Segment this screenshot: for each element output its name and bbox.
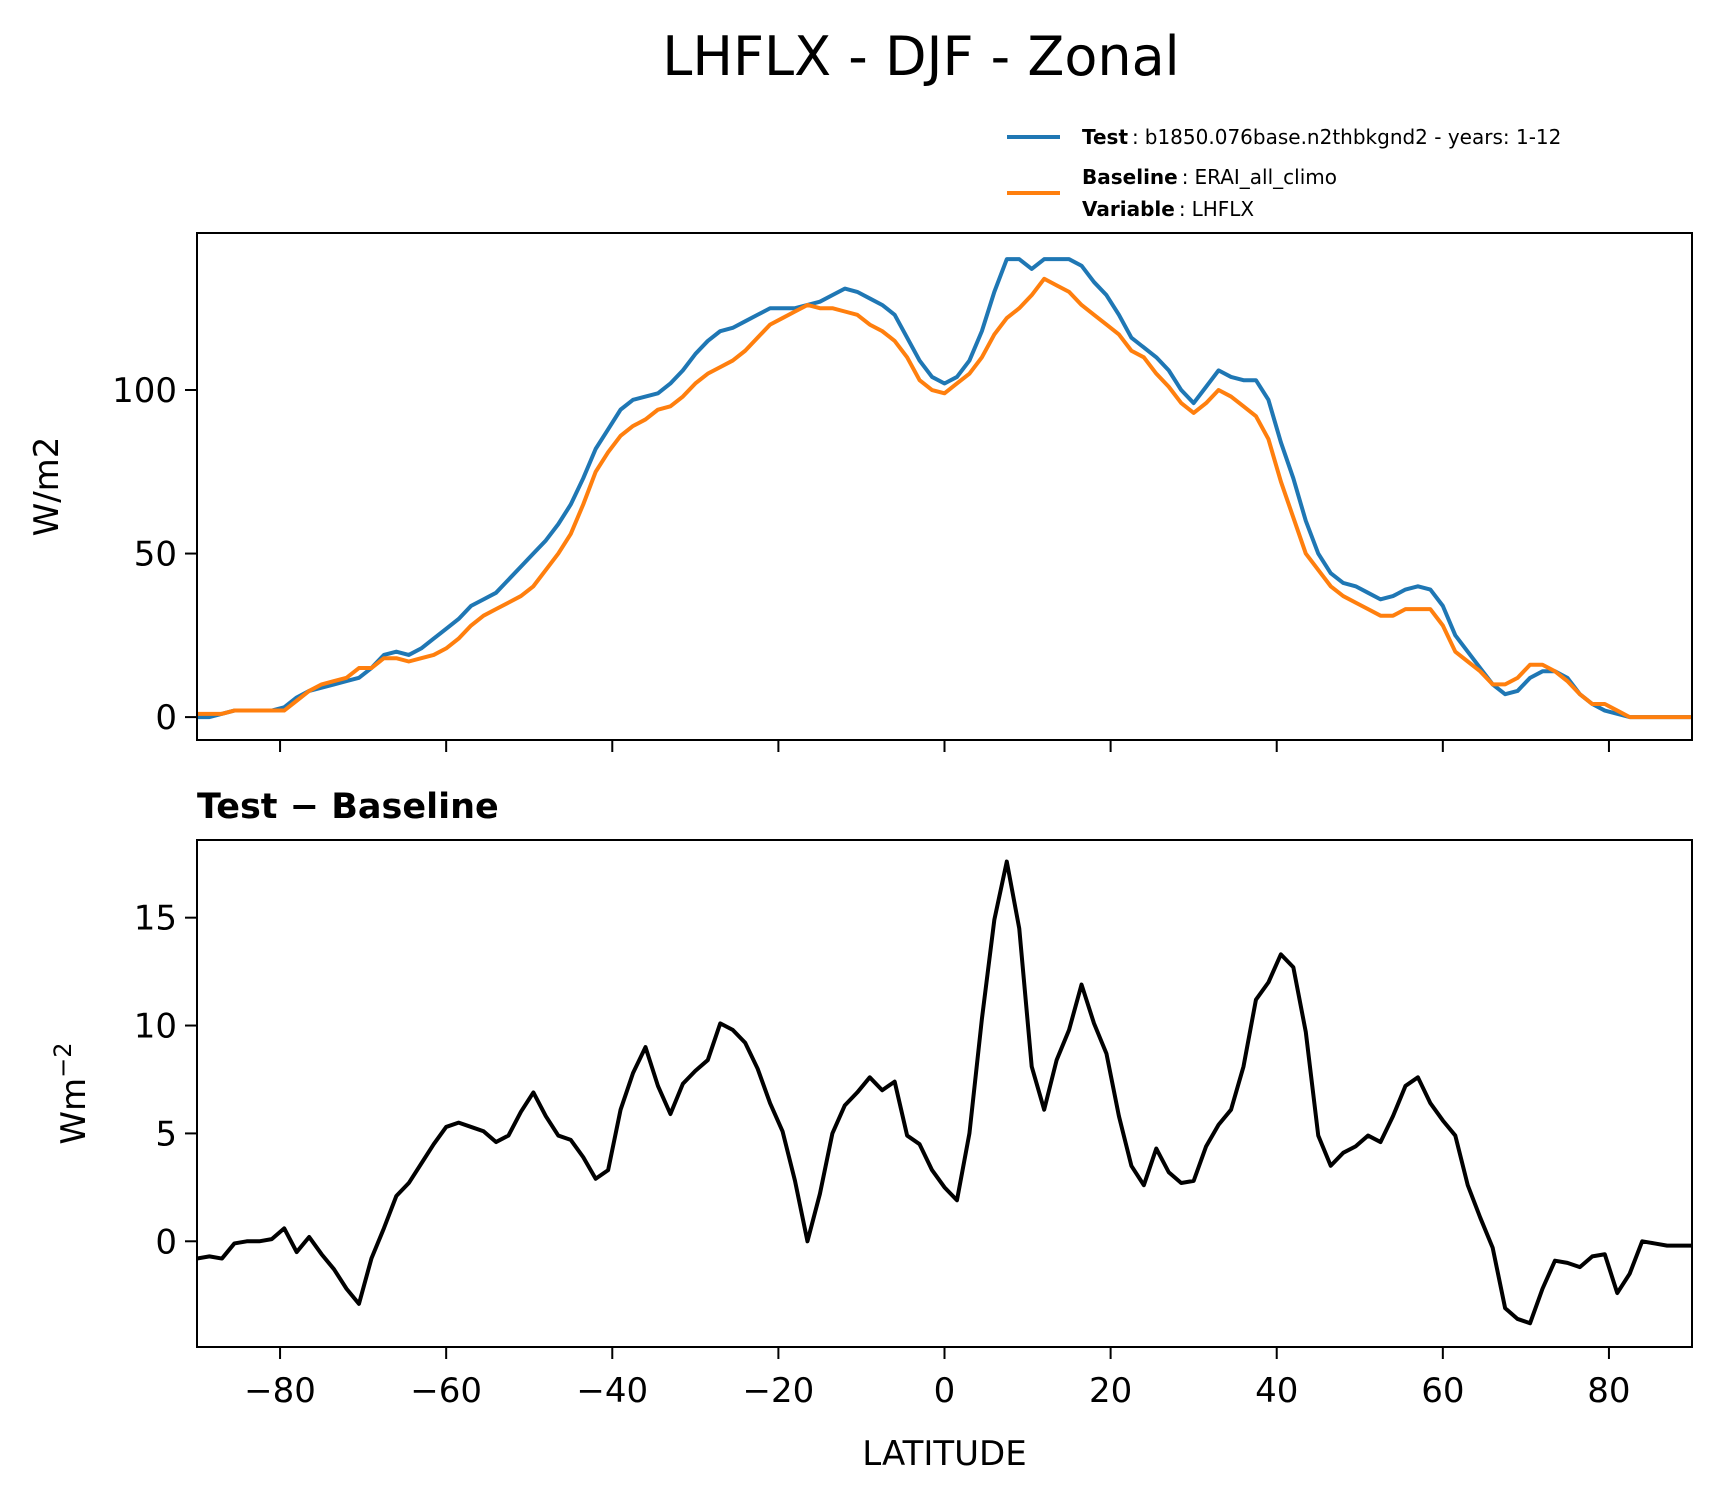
legend-variable-text: LHFLX xyxy=(1192,197,1255,221)
series-line-difference xyxy=(197,859,1692,1326)
y-tick-label: 50 xyxy=(134,535,177,575)
x-tick-label: −20 xyxy=(743,1371,815,1411)
y-axis-label: W/m2 xyxy=(27,437,67,537)
x-tick-label: 40 xyxy=(1255,1371,1298,1411)
x-tick-label: 0 xyxy=(934,1371,956,1411)
x-tick-label: 20 xyxy=(1089,1371,1132,1411)
y-tick-label: 15 xyxy=(134,899,177,939)
x-tick-label: 60 xyxy=(1421,1371,1464,1411)
y-tick-label: 100 xyxy=(112,371,177,411)
top-panel: 0 50 100 W/m2 xyxy=(27,232,1693,752)
legend: Test: b1850.076base.n2thbkgnd2 - years: 1… xyxy=(1007,125,1561,221)
x-tick-label: −80 xyxy=(244,1371,316,1411)
y-tick-label: 0 xyxy=(155,1222,177,1262)
legend-separator: : xyxy=(1182,165,1189,189)
x-axis-label: LATITUDE xyxy=(862,1434,1026,1474)
x-tick-label: −60 xyxy=(410,1371,482,1411)
legend-baseline-label: Baseline xyxy=(1082,165,1178,189)
y-axis-label: Wm−2 xyxy=(49,1042,94,1144)
legend-separator: : xyxy=(1179,197,1186,221)
y-tick-label: 10 xyxy=(134,1007,177,1047)
y-tick-label: 0 xyxy=(155,698,177,738)
legend-test-text: b1850.076base.n2thbkgnd2 - years: 1-12 xyxy=(1145,125,1562,149)
legend-test-label: Test xyxy=(1082,125,1128,149)
series-line-baseline xyxy=(197,276,1692,720)
figure-title: LHFLX - DJF - Zonal xyxy=(662,25,1179,88)
y-axis-label-superscript: −2 xyxy=(49,1042,77,1077)
y-tick-label: 5 xyxy=(155,1114,177,1154)
legend-variable-entry: Variable: LHFLX xyxy=(1082,197,1254,221)
series-line-test xyxy=(197,257,1692,720)
panel-title: Test − Baseline xyxy=(197,787,499,827)
x-tick-label: −40 xyxy=(576,1371,648,1411)
y-axis-label-text: W/m2 xyxy=(27,437,67,537)
legend-variable-label: Variable xyxy=(1082,197,1175,221)
legend-test-entry: Test: b1850.076base.n2thbkgnd2 - years: 1… xyxy=(1082,125,1561,149)
y-axis-label-text: Wm xyxy=(54,1078,94,1145)
legend-baseline-entry: Baseline: ERAI_all_climo xyxy=(1082,165,1337,189)
legend-separator: : xyxy=(1132,125,1139,149)
bottom-panel: −80 −60 −40 −20 0 20 40 60 80 0 5 10 15 Wm−2 Test − Ba… xyxy=(49,787,1693,1474)
x-tick-label: 80 xyxy=(1587,1371,1630,1411)
axes-frame xyxy=(196,839,1693,1348)
legend-baseline-text: ERAI_all_climo xyxy=(1194,165,1337,189)
